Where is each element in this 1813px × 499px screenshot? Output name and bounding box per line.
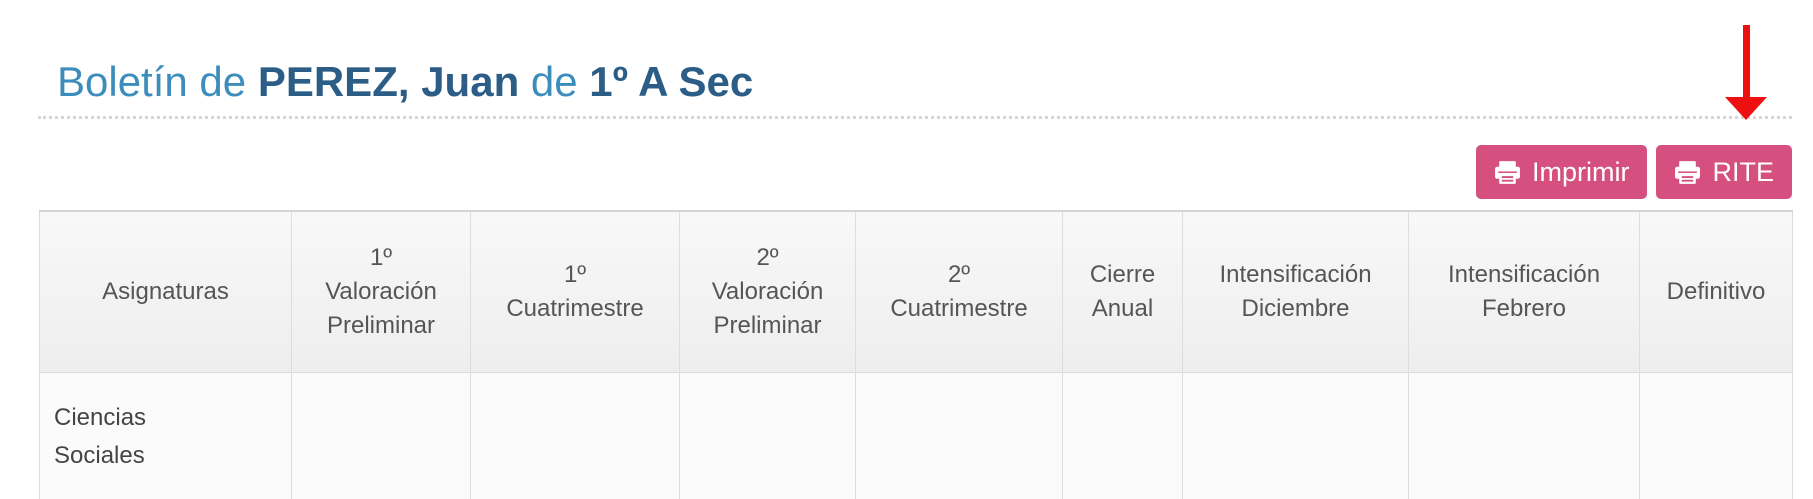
header-1-valoracion-preliminar: 1º Valoración Preliminar [291, 210, 471, 373]
rite-button[interactable]: RITE [1656, 145, 1792, 199]
printer-icon [1495, 160, 1520, 184]
grade-cell [1182, 372, 1409, 499]
printer-icon [1675, 160, 1701, 184]
header-asignaturas: Asignaturas [39, 210, 292, 373]
header-2-cuatrimestre: 2º Cuatrimestre [855, 210, 1063, 373]
grade-cell [679, 372, 856, 499]
header-cierre-anual: Cierre Anual [1062, 210, 1183, 373]
header-definitivo: Definitivo [1639, 210, 1793, 373]
header-row: Asignaturas 1º Valoración Preliminar 1º … [39, 210, 1793, 373]
title-prefix: Boletín de [57, 57, 247, 105]
title-connector: de [530, 57, 578, 105]
red-arrow-down-icon [1722, 25, 1770, 120]
grade-cell [291, 372, 471, 499]
toolbar: Imprimir RITE [1476, 145, 1792, 199]
grade-cell [1062, 372, 1183, 499]
grade-cell [1639, 372, 1793, 499]
title-course: 1º A Sec [589, 57, 754, 105]
header-1-cuatrimestre: 1º Cuatrimestre [470, 210, 680, 373]
header-intensificacion-febrero: Intensificación Febrero [1408, 210, 1640, 373]
grade-cell [1408, 372, 1640, 499]
table-row-ciencias-sociales: Ciencias Sociales [39, 372, 1793, 499]
title-student-name: PEREZ, Juan [257, 57, 520, 105]
grade-cell [470, 372, 680, 499]
header-intensificacion-diciembre: Intensificación Diciembre [1182, 210, 1409, 373]
rite-button-label: RITE [1712, 156, 1774, 187]
grades-table: Asignaturas 1º Valoración Preliminar 1º … [39, 210, 1793, 499]
header-2-valoracion-preliminar: 2º Valoración Preliminar [679, 210, 856, 373]
dotted-divider [38, 116, 1792, 119]
arrow-head [1725, 97, 1767, 120]
grade-cell [855, 372, 1063, 499]
subject-cell: Ciencias Sociales [39, 372, 292, 499]
arrow-shaft [1743, 25, 1750, 99]
imprimir-button-label: Imprimir [1532, 156, 1630, 187]
page-title: Boletín de PEREZ, Juan de 1º A Sec [57, 57, 754, 105]
imprimir-button[interactable]: Imprimir [1476, 145, 1648, 199]
